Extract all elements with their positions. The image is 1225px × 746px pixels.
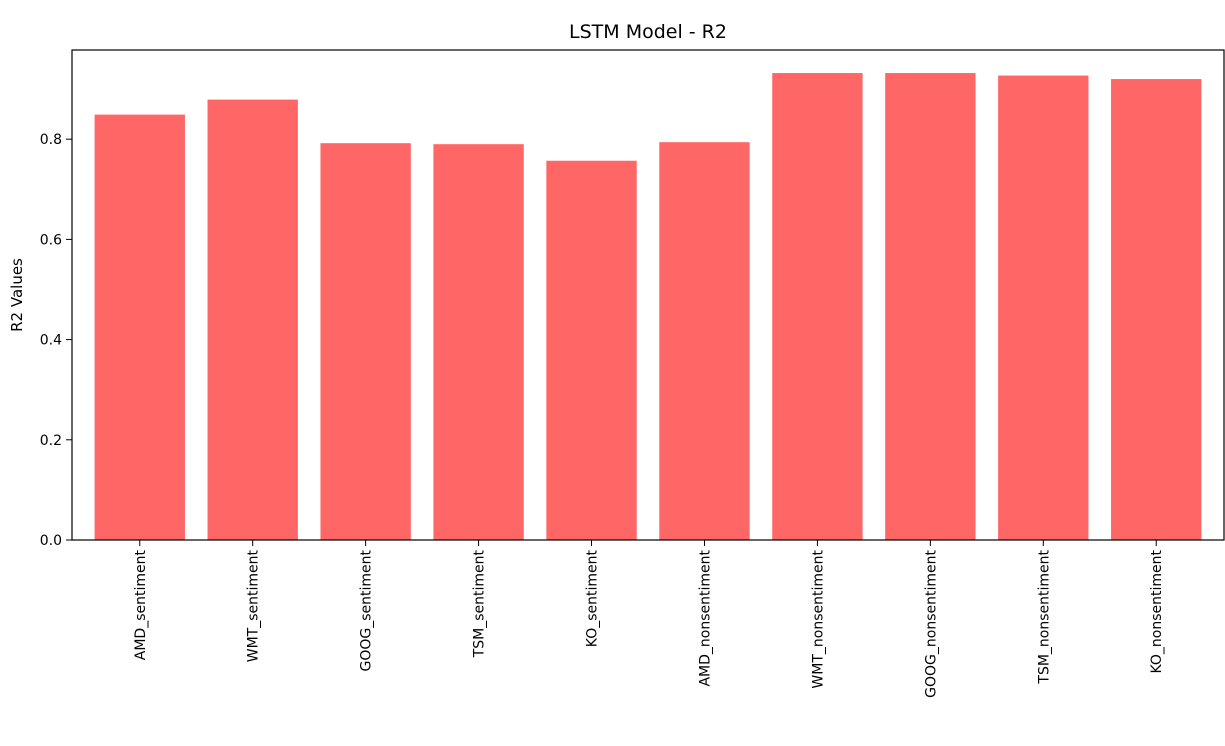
bar-goog-nonsentiment: [885, 73, 976, 541]
bar-wmt-nonsentiment: [772, 73, 863, 541]
x-tick-label: AMD_nonsentiment: [697, 550, 713, 687]
y-tick-label: 0.8: [40, 132, 62, 148]
y-axis-label: R2 Values: [8, 258, 26, 332]
x-axis-ticks: AMD_sentiment WMT_sentiment GOOG_sentiment…: [133, 540, 1165, 698]
x-tick-label: GOOG_nonsentiment: [923, 549, 939, 697]
y-tick-label: 0.2: [40, 433, 62, 449]
x-tick-label: AMD_sentiment: [133, 549, 149, 660]
x-tick-label: KO_sentiment: [585, 550, 601, 648]
y-tick-label: 0.0: [40, 533, 62, 549]
bar-wmt-sentiment: [207, 99, 298, 540]
chart-title: LSTM Model - R2: [569, 21, 727, 43]
x-tick-label: TSM_nonsentiment: [1036, 549, 1052, 684]
x-tick-label: TSM_sentiment: [472, 549, 488, 658]
bar-ko-nonsentiment: [1111, 79, 1202, 541]
x-tick-label: KO_nonsentiment: [1149, 550, 1165, 674]
bar-goog-sentiment: [320, 143, 411, 540]
plot-frame: [71, 49, 1225, 541]
bars-group: [94, 73, 1202, 541]
x-tick-label: WMT_nonsentiment: [810, 549, 826, 688]
y-tick-label: 0.6: [40, 232, 62, 248]
x-tick-label: WMT_sentiment: [246, 549, 262, 662]
bar-amd-nonsentiment: [659, 142, 750, 540]
y-axis-ticks: 0.0 0.2 0.4 0.6 0.8: [40, 132, 72, 549]
bar-tsm-sentiment: [433, 144, 524, 540]
y-tick-label: 0.4: [40, 333, 62, 349]
bar-ko-sentiment: [546, 160, 637, 541]
bar-amd-sentiment: [94, 114, 185, 541]
x-tick-label: GOOG_sentiment: [359, 549, 375, 671]
bar-tsm-nonsentiment: [998, 75, 1089, 540]
